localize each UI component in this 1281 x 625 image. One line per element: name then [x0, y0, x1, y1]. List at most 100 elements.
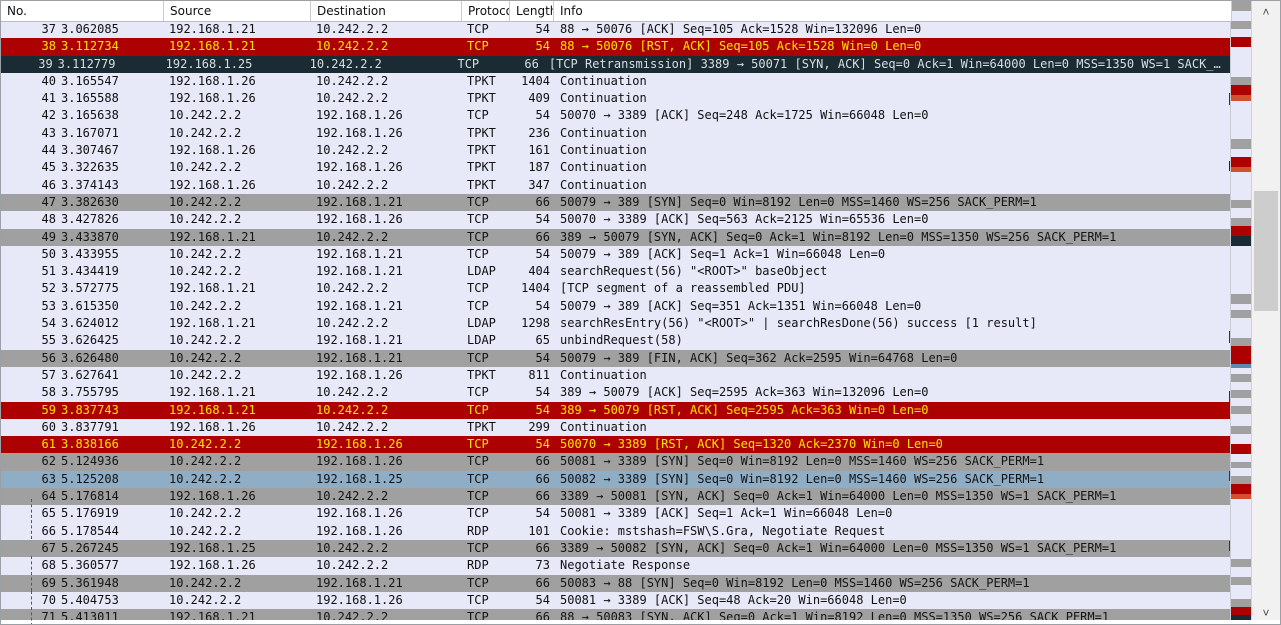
- cell-time: 3.062085: [61, 22, 119, 36]
- cell-length: 299: [528, 419, 550, 434]
- scroll-up-arrow-icon[interactable]: ˄: [1262, 4, 1270, 19]
- table-row[interactable]: 60 3.837791 192.168.1.26 10.242.2.2 TPKT 299 C…: [1, 418, 1232, 437]
- table-row[interactable]: 41 3.165588 192.168.1.26 10.242.2.2 TPKT 409 C…: [1, 90, 1232, 108]
- cell-destination: 192.168.1.26: [316, 592, 403, 607]
- cell-info: unbindRequest(58): [560, 333, 683, 348]
- cell-time: 3.837743: [61, 402, 119, 417]
- cell-no: 67: [41, 540, 56, 555]
- cell-time: 3.837791: [61, 419, 119, 434]
- column-header-protocol[interactable]: Protocol: [462, 1, 510, 21]
- table-row[interactable]: 47 3.382630 10.242.2.2 192.168.1.21 TCP 66 500…: [1, 193, 1232, 212]
- packet-map-segment: [1231, 368, 1251, 374]
- table-row[interactable]: 70 5.404753 10.242.2.2 192.168.1.26 TCP 54 500…: [1, 591, 1232, 610]
- cell-source: 10.242.2.2: [169, 125, 242, 140]
- column-header-destination[interactable]: Destination: [311, 1, 462, 21]
- column-header-source[interactable]: Source: [164, 1, 311, 21]
- cell-destination: 10.242.2.2: [316, 419, 389, 434]
- cell-length: 236: [528, 125, 550, 140]
- cell-destination: 10.242.2.2: [316, 402, 389, 417]
- cell-source: 10.242.2.2: [169, 592, 242, 607]
- cell-no: 56: [41, 350, 56, 365]
- cell-destination: 10.242.2.2: [316, 281, 389, 296]
- packet-map-segment: [1231, 77, 1251, 85]
- cell-time: 5.176814: [61, 489, 119, 504]
- table-row[interactable]: 58 3.755795 192.168.1.21 10.242.2.2 TCP 54 389…: [1, 384, 1232, 402]
- cell-time: 3.572775: [61, 281, 119, 296]
- table-row[interactable]: 66 5.178544 10.242.2.2 192.168.1.26 RDP 101 Co…: [1, 522, 1232, 540]
- table-row[interactable]: 48 3.427826 10.242.2.2 192.168.1.26 TCP 54 500…: [1, 211, 1232, 229]
- cell-no: 43: [41, 125, 56, 140]
- cell-destination: 10.242.2.2: [316, 316, 389, 331]
- column-header-no[interactable]: No.: [1, 1, 164, 21]
- cell-source: 192.168.1.21: [169, 316, 256, 331]
- cell-no-time: 49 3.433870: [1, 229, 164, 246]
- cell-no: 51: [41, 264, 56, 279]
- table-row[interactable]: 43 3.167071 10.242.2.2 192.168.1.26 TPKT 236 C…: [1, 124, 1232, 143]
- cell-info: 50081 → 3389 [ACK] Seq=48 Ack=20 Win=660…: [560, 592, 907, 607]
- packet-map-segment: [1231, 494, 1251, 499]
- cell-source: 192.168.1.21: [169, 229, 256, 244]
- table-row[interactable]: 39 3.112779 192.168.1.25 10.242.2.2 TCP 66 [TC…: [1, 55, 1232, 73]
- table-row[interactable]: 49 3.433870 192.168.1.21 10.242.2.2 TCP 66 389…: [1, 228, 1232, 246]
- cell-time: 3.165638: [61, 108, 119, 123]
- packet-map-segment: [1231, 382, 1251, 390]
- table-row[interactable]: 37 3.062085 192.168.1.21 10.242.2.2 TCP 54 88 …: [1, 21, 1232, 39]
- packet-rows[interactable]: 37 3.062085 192.168.1.21 10.242.2.2 TCP 54 88 …: [1, 21, 1232, 624]
- cell-protocol: TCP: [467, 540, 489, 555]
- table-row[interactable]: 53 3.615350 10.242.2.2 192.168.1.21 TCP 54 500…: [1, 297, 1232, 316]
- packet-list-panel[interactable]: No. Source Destination Protocol Length I…: [1, 1, 1232, 624]
- cell-protocol: TCP: [467, 385, 489, 400]
- cell-destination: 192.168.1.26: [316, 160, 403, 175]
- cell-length: 101: [528, 523, 550, 538]
- table-row[interactable]: 68 5.360577 192.168.1.26 10.242.2.2 RDP 73 Neg…: [1, 557, 1232, 575]
- cell-length: 54: [535, 246, 550, 261]
- cell-no-time: 63 5.125208: [1, 471, 164, 488]
- packet-list-header[interactable]: No. Source Destination Protocol Length I…: [1, 1, 1232, 22]
- cell-destination: 10.242.2.2: [316, 229, 389, 244]
- cell-no: 55: [41, 333, 56, 348]
- scroll-down-arrow-icon[interactable]: ˅: [1262, 605, 1270, 620]
- vertical-scrollbar[interactable]: ˄ ˅: [1251, 1, 1280, 624]
- table-row[interactable]: 64 5.176814 192.168.1.26 10.242.2.2 TCP 66 338…: [1, 488, 1232, 506]
- cell-length: 66: [535, 489, 550, 504]
- packet-map-segment: [1231, 444, 1251, 454]
- table-row[interactable]: 55 3.626425 10.242.2.2 192.168.1.21 LDAP 65 un…: [1, 332, 1232, 350]
- table-row[interactable]: 52 3.572775 192.168.1.21 10.242.2.2 TCP 1404 […: [1, 280, 1232, 298]
- table-row[interactable]: 54 3.624012 192.168.1.21 10.242.2.2 LDAP 1298…: [1, 315, 1232, 333]
- table-row[interactable]: 56 3.626480 10.242.2.2 192.168.1.21 TCP 54 500…: [1, 349, 1232, 367]
- cell-destination: 192.168.1.26: [316, 437, 403, 452]
- packet-map-segment: [1231, 246, 1251, 294]
- table-row[interactable]: 57 3.627641 10.242.2.2 192.168.1.26 TPKT 811 C…: [1, 366, 1232, 385]
- cell-no: 65: [41, 506, 56, 521]
- column-header-length[interactable]: Length: [510, 1, 554, 21]
- table-row[interactable]: 46 3.374143 192.168.1.26 10.242.2.2 TPKT 347 C…: [1, 176, 1232, 194]
- table-row[interactable]: 50 3.433955 10.242.2.2 192.168.1.21 TCP 54 500…: [1, 245, 1232, 264]
- column-header-info[interactable]: Info: [554, 1, 1232, 21]
- scrollbar-thumb[interactable]: [1254, 191, 1278, 311]
- table-row[interactable]: 59 3.837743 192.168.1.21 10.242.2.2 TCP 54 389…: [1, 401, 1232, 419]
- packet-map-segment: [1231, 157, 1251, 167]
- table-row[interactable]: 38 3.112734 192.168.1.21 10.242.2.2 TCP 54 88 …: [1, 38, 1232, 56]
- table-row[interactable]: 51 3.434419 10.242.2.2 192.168.1.21 LDAP 404 s…: [1, 263, 1232, 281]
- table-row[interactable]: 65 5.176919 10.242.2.2 192.168.1.26 TCP 54 500…: [1, 505, 1232, 523]
- table-row[interactable]: 67 5.267245 192.168.1.25 10.242.2.2 TCP 66 338…: [1, 539, 1232, 558]
- table-row[interactable]: 45 3.322635 10.242.2.2 192.168.1.26 TPKT 187 C…: [1, 159, 1232, 177]
- cell-protocol: TCP: [467, 22, 489, 36]
- cell-source: 10.242.2.2: [169, 108, 242, 123]
- cell-length: 54: [535, 212, 550, 227]
- table-row[interactable]: 61 3.838166 10.242.2.2 192.168.1.26 TCP 54 500…: [1, 436, 1232, 454]
- intelligent-scrollbar-map[interactable]: [1230, 1, 1252, 624]
- table-row[interactable]: 69 5.361948 10.242.2.2 192.168.1.21 TCP 66 500…: [1, 574, 1232, 592]
- cell-source: 192.168.1.21: [169, 402, 256, 417]
- cell-destination: 10.242.2.2: [316, 540, 389, 555]
- packet-map-segment: [1231, 47, 1251, 77]
- table-row[interactable]: 62 5.124936 10.242.2.2 192.168.1.26 TCP 66 500…: [1, 453, 1232, 471]
- table-row[interactable]: 63 5.125208 10.242.2.2 192.168.1.25 TCP 66 500…: [1, 470, 1232, 489]
- table-row[interactable]: 40 3.165547 192.168.1.26 10.242.2.2 TPKT 1404…: [1, 72, 1232, 91]
- packet-map-segment: [1231, 208, 1251, 218]
- packet-map-segment: [1231, 462, 1251, 468]
- table-row[interactable]: 44 3.307467 192.168.1.26 10.242.2.2 TPKT 161 C…: [1, 142, 1232, 160]
- table-row[interactable]: 42 3.165638 10.242.2.2 192.168.1.26 TCP 54 500…: [1, 107, 1232, 125]
- packet-map-segment: [1231, 607, 1251, 615]
